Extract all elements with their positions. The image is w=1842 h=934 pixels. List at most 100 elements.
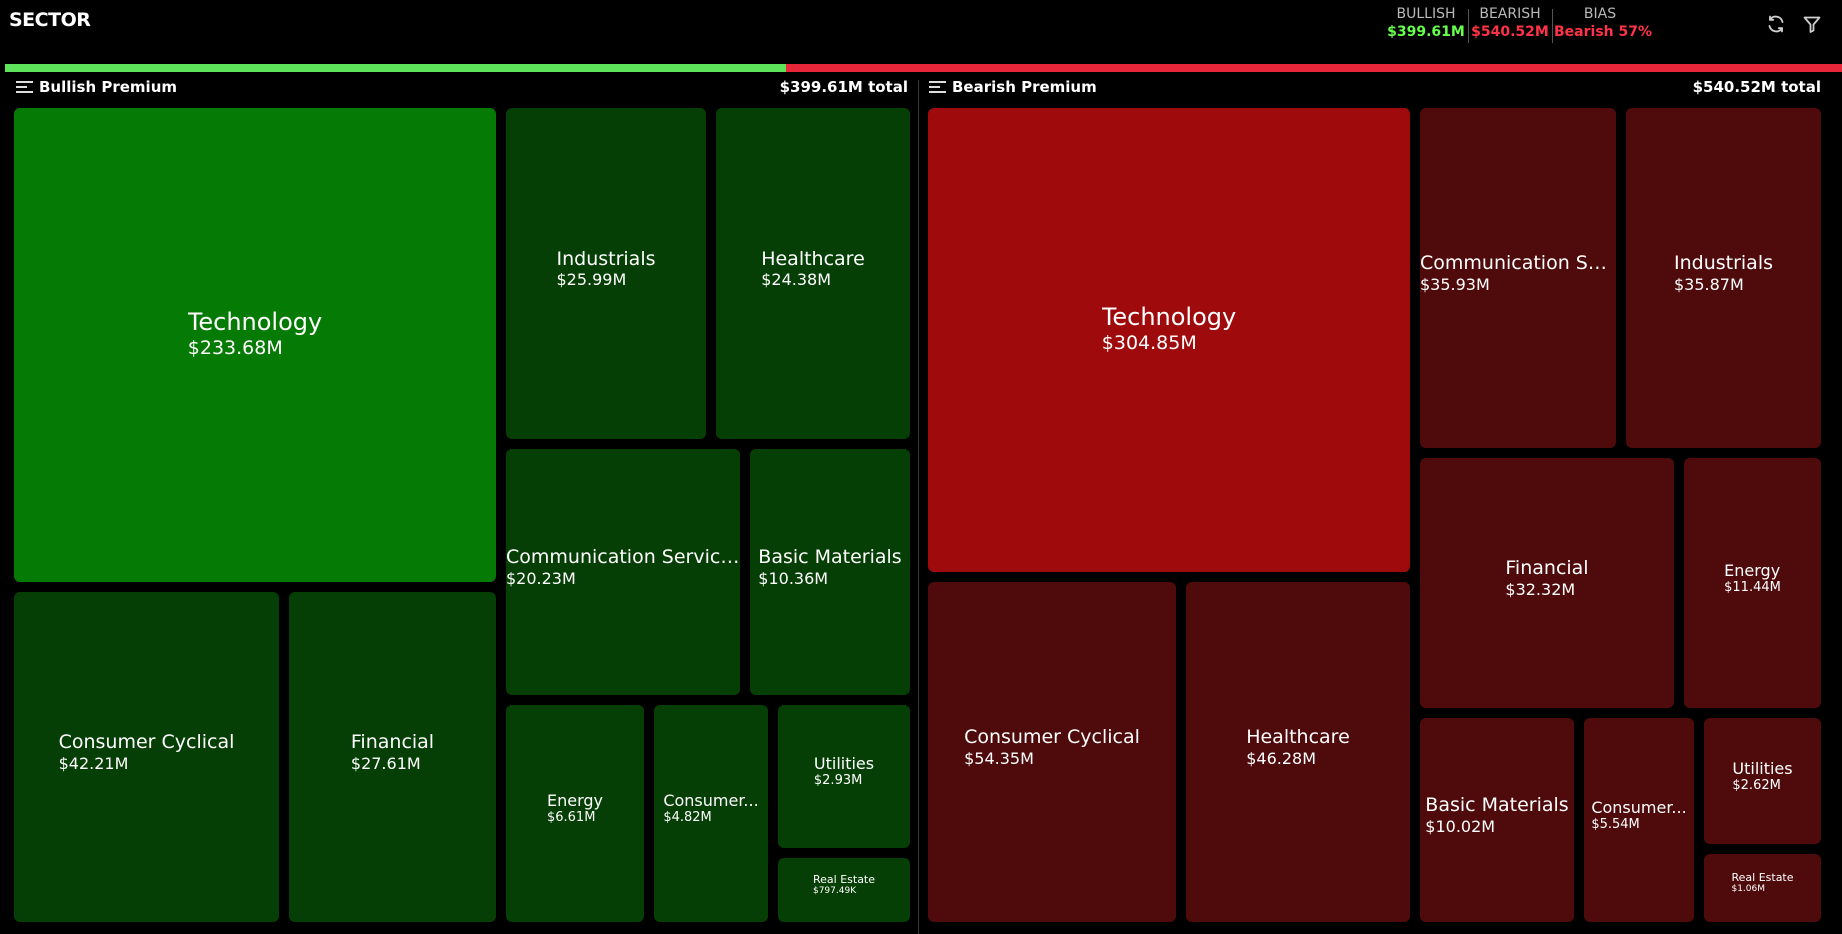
tile-text: Consumer Cyclical $42.21M [55, 731, 239, 773]
tile-sector-label: Consumer Cyclical [964, 726, 1140, 748]
tile-sector-label: Healthcare [761, 247, 865, 270]
bullish-panel-title: Bullish Premium [16, 78, 177, 96]
tile-value-label: $10.36M [758, 568, 829, 588]
tile-sector-label: Consumer... [663, 791, 759, 811]
tile-sector-label: Energy [1724, 560, 1781, 580]
bullish-tile-consumer[interactable]: Consumer... $4.82M [654, 705, 768, 922]
tile-sector-label: Industrials [556, 247, 656, 270]
tile-sector-label: Technology [187, 308, 323, 337]
bearish-tile-energy[interactable]: Energy $11.44M [1684, 458, 1821, 708]
tile-sector-label: Communication Services [506, 546, 740, 568]
tile-sector-label: Industrials [1673, 252, 1773, 274]
tile-value-label: $233.68M [187, 337, 283, 359]
tile-text: Technology $233.68M [184, 308, 326, 360]
tile-text: Communication Se... $35.93M [1420, 252, 1616, 294]
tile-text: Technology $304.85M [1098, 303, 1240, 355]
stat-separator [1552, 9, 1553, 43]
tile-text: Utilities $2.62M [1728, 759, 1796, 794]
tile-value-label: $54.35M [964, 748, 1034, 768]
bullish-tile-real-estate[interactable]: Real Estate $797.49K [778, 858, 910, 922]
bullish-tile-energy[interactable]: Energy $6.61M [506, 705, 644, 922]
bullish-stat: BULLISH $399.61M [1386, 6, 1466, 41]
bearish-tile-healthcare[interactable]: Healthcare $46.28M [1186, 582, 1410, 922]
bias-bar-bearish [785, 64, 1842, 72]
tile-text: Basic Materials $10.02M [1421, 794, 1572, 836]
tile-sector-label: Basic Materials [1425, 794, 1569, 816]
bearish-tile-financial[interactable]: Financial $32.32M [1420, 458, 1674, 708]
bullish-panel-title-text: Bullish Premium [39, 78, 178, 96]
tile-sector-label: Utilities [813, 754, 875, 774]
bearish-tile-consumer-cyclical[interactable]: Consumer Cyclical $54.35M [928, 582, 1176, 922]
bearish-tile-consumer[interactable]: Consumer... $5.54M [1584, 718, 1694, 922]
bullish-value: $399.61M [1387, 24, 1465, 40]
tile-text: Real Estate $1.06M [1727, 871, 1797, 895]
stat-separator [1468, 9, 1469, 43]
bearish-tile-industrials[interactable]: Industrials $35.87M [1626, 108, 1821, 448]
tile-text: Basic Materials $10.36M [754, 546, 905, 588]
bearish-tile-basic-materials[interactable]: Basic Materials $10.02M [1420, 718, 1574, 922]
tile-text: Healthcare $46.28M [1242, 726, 1354, 768]
tile-value-label: $11.44M [1724, 579, 1781, 595]
tile-text: Industrials $25.99M [552, 248, 659, 290]
tile-sector-label: Energy [546, 791, 603, 811]
panel-divider [918, 80, 919, 934]
filter-icon[interactable] [1801, 13, 1823, 35]
tile-value-label: $46.28M [1246, 748, 1316, 768]
refresh-icon[interactable] [1765, 13, 1787, 35]
bullish-tile-communication-services[interactable]: Communication Services $20.23M [506, 449, 740, 695]
bias-bar [5, 64, 1842, 72]
bullish-tile-healthcare[interactable]: Healthcare $24.38M [716, 108, 910, 439]
bearish-value: $540.52M [1471, 24, 1549, 40]
list-icon[interactable] [929, 80, 946, 94]
bearish-tile-technology[interactable]: Technology $304.85M [928, 108, 1410, 572]
tile-value-label: $797.49K [812, 886, 857, 897]
tile-text: Utilities $2.93M [810, 754, 878, 789]
stats-summary: BULLISH $399.61M BEARISH $540.52M BIAS B… [1386, 6, 1746, 46]
tile-text: Consumer Cyclical $54.35M [960, 726, 1144, 768]
bullish-tile-technology[interactable]: Technology $233.68M [14, 108, 496, 582]
tile-value-label: $35.93M [1420, 274, 1490, 294]
tile-sector-label: Healthcare [1246, 726, 1350, 748]
tile-text: Communication Services $20.23M [506, 546, 740, 588]
tile-text: Consumer... $4.82M [659, 791, 762, 826]
tile-sector-label: Basic Materials [758, 546, 902, 568]
list-icon[interactable] [16, 80, 33, 94]
bearish-tile-utilities[interactable]: Utilities $2.62M [1704, 718, 1821, 844]
bullish-tile-basic-materials[interactable]: Basic Materials $10.36M [750, 449, 910, 695]
tile-text: Financial $32.32M [1501, 557, 1592, 599]
bias-value: Bearish 57% [1554, 24, 1652, 40]
bearish-panel-total: $540.52M total [1692, 78, 1821, 96]
tile-value-label: $20.23M [506, 568, 576, 588]
tile-value-label: $35.87M [1673, 274, 1744, 294]
bullish-treemap: Technology $233.68M Consumer Cyclical $42.2… [14, 108, 910, 922]
bearish-tile-communication-se[interactable]: Communication Se... $35.93M [1420, 108, 1616, 448]
tile-text: Consumer... $5.54M [1587, 798, 1690, 833]
tile-value-label: $304.85M [1101, 332, 1197, 354]
bearish-panel-title-text: Bearish Premium [952, 78, 1097, 96]
tile-sector-label: Real Estate [1731, 871, 1794, 884]
tile-value-label: $27.61M [350, 753, 421, 773]
tile-text: Healthcare $24.38M [757, 248, 869, 290]
tile-sector-label: Technology [1101, 303, 1237, 332]
tile-value-label: $2.93M [813, 773, 863, 789]
tile-text: Energy $6.61M [543, 791, 607, 826]
tile-sector-label: Consumer Cyclical [58, 731, 235, 753]
bullish-tile-utilities[interactable]: Utilities $2.93M [778, 705, 910, 848]
app-title: SECTOR [9, 9, 91, 31]
tile-value-label: $5.54M [1591, 816, 1640, 832]
bearish-tile-real-estate[interactable]: Real Estate $1.06M [1704, 854, 1821, 922]
tile-value-label: $25.99M [556, 270, 627, 290]
bullish-tile-consumer-cyclical[interactable]: Consumer Cyclical $42.21M [14, 592, 279, 922]
bullish-panel-total: $399.61M total [779, 78, 908, 96]
bearish-label: BEARISH [1479, 6, 1541, 22]
bias-bar-bullish [5, 64, 786, 72]
tile-text: Energy $11.44M [1720, 561, 1785, 596]
tile-value-label: $6.61M [546, 810, 596, 826]
tile-sector-label: Communication Se... [1420, 252, 1616, 274]
bullish-tile-financial[interactable]: Financial $27.61M [289, 592, 496, 922]
tile-text: Financial $27.61M [347, 731, 438, 773]
bias-stat: BIAS Bearish 57% [1554, 6, 1652, 41]
bullish-tile-industrials[interactable]: Industrials $25.99M [506, 108, 706, 439]
tile-sector-label: Utilities [1732, 758, 1793, 778]
bearish-panel-title: Bearish Premium [929, 78, 1097, 96]
